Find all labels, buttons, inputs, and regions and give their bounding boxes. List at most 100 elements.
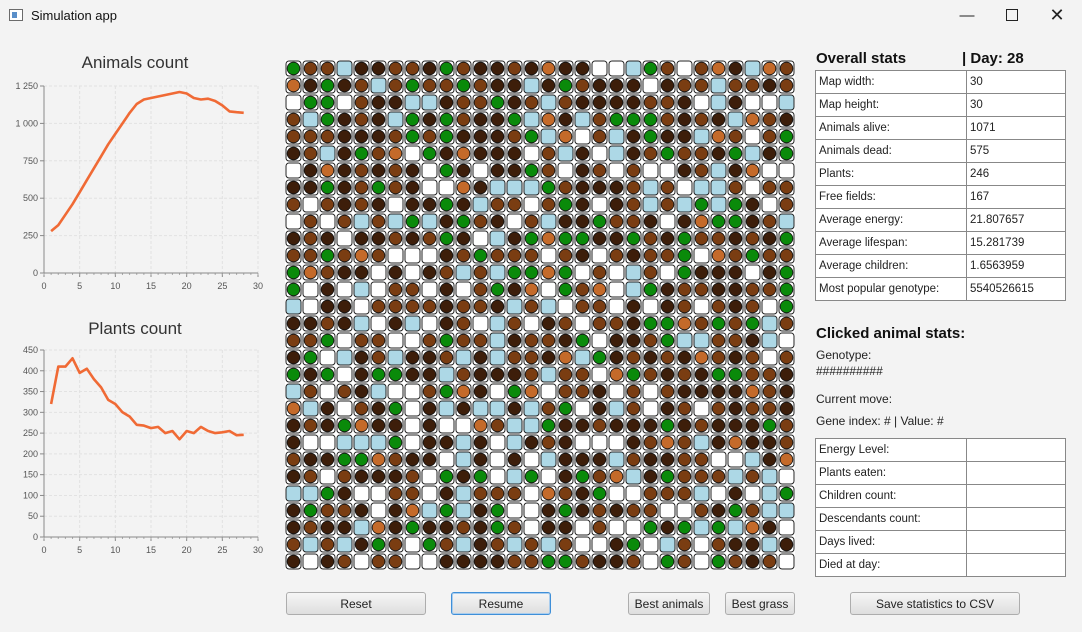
map-cell-water: [710, 94, 727, 111]
animal-marker: [388, 503, 403, 518]
animal-marker: [371, 469, 386, 484]
map-cell-empty: [285, 213, 302, 230]
plant-marker: [677, 265, 692, 280]
map-cell-water: [608, 400, 625, 417]
map-cell-water: [761, 332, 778, 349]
map-cell-empty: [540, 281, 557, 298]
map-cell-water: [472, 400, 489, 417]
plant-marker: [388, 435, 403, 450]
animal-marker: [507, 350, 522, 365]
animal-marker: [626, 316, 641, 331]
x-tick-label: 15: [146, 281, 156, 291]
simulation-map[interactable]: [285, 60, 795, 570]
animal-marker: [422, 418, 437, 433]
animal-marker: [592, 78, 607, 93]
animal-marker: [677, 537, 692, 552]
animal-marker: [558, 180, 573, 195]
overall-stat-row: Plants: 246: [815, 162, 1066, 186]
animal-marker: [524, 248, 539, 263]
map-cell-empty: [557, 298, 574, 315]
animal-marker: [626, 197, 641, 212]
map-cell-empty: [659, 162, 676, 179]
animal-marker: [592, 384, 607, 399]
map-cell-water: [319, 145, 336, 162]
animal-marker: [609, 503, 624, 518]
animal-marker: [405, 350, 420, 365]
best-grass-button[interactable]: Best grass: [725, 592, 795, 615]
animal-marker: [575, 367, 590, 382]
animal-marker: [524, 95, 539, 110]
animal-marker: [779, 384, 794, 399]
best-animals-button[interactable]: Best animals: [628, 592, 710, 615]
animal-marker: [609, 78, 624, 93]
animal-marker: [711, 299, 726, 314]
animal-marker: [490, 146, 505, 161]
animal-marker: [388, 282, 403, 297]
animal-marker: [694, 61, 709, 76]
minimize-icon[interactable]: —: [959, 6, 975, 24]
map-cell-empty: [591, 60, 608, 77]
resume-button[interactable]: Resume: [451, 592, 551, 615]
map-cell-empty: [489, 451, 506, 468]
animal-marker: [779, 537, 794, 552]
plant-marker: [439, 112, 454, 127]
map-cell-empty: [387, 196, 404, 213]
map-cell-water: [506, 298, 523, 315]
map-cell-water: [778, 213, 795, 230]
animal-marker: [286, 146, 301, 161]
animal-marker: [541, 146, 556, 161]
map-cell-empty: [404, 264, 421, 281]
plant-marker: [728, 146, 743, 161]
animal-marker: [388, 163, 403, 178]
plant-marker: [677, 520, 692, 535]
animal-marker: [320, 61, 335, 76]
animal-marker: [337, 146, 352, 161]
clicked-stat-key: Descendants count:: [815, 507, 967, 531]
animal-marker: [728, 401, 743, 416]
clicked-stat-row: Days lived:: [815, 530, 1066, 554]
animal-marker: [677, 214, 692, 229]
map-cell-empty: [693, 536, 710, 553]
animal-marker: [473, 129, 488, 144]
map-cell-empty: [608, 434, 625, 451]
map-cell-empty: [438, 179, 455, 196]
animal-marker: [303, 418, 318, 433]
animal-marker: [371, 61, 386, 76]
map-cell-empty: [438, 417, 455, 434]
save-statistics-button[interactable]: Save statistics to CSV: [850, 592, 1020, 615]
animal-marker: [320, 197, 335, 212]
animal-marker: [354, 78, 369, 93]
animal-marker: [354, 333, 369, 348]
animal-marker: [354, 401, 369, 416]
animal-marker: [320, 316, 335, 331]
close-icon[interactable]: ✕: [1049, 4, 1065, 25]
animal-marker: [337, 299, 352, 314]
animal-marker: [728, 537, 743, 552]
plant-marker: [354, 452, 369, 467]
map-cell-empty: [642, 536, 659, 553]
overall-stat-key: Plants:: [815, 162, 967, 186]
map-cell-water: [336, 349, 353, 366]
map-cell-empty: [421, 162, 438, 179]
plant-marker: [405, 112, 420, 127]
animal-marker: [456, 333, 471, 348]
animal-marker: [677, 95, 692, 110]
animal-marker: [643, 418, 658, 433]
map-cell-empty: [744, 179, 761, 196]
map-cell-empty: [421, 281, 438, 298]
animal-marker: [575, 486, 590, 501]
plant-marker: [558, 197, 573, 212]
animal-marker: [677, 299, 692, 314]
map-cell-water: [710, 179, 727, 196]
animal-marker: [507, 333, 522, 348]
map-cell-water: [489, 179, 506, 196]
animal-marker: [728, 350, 743, 365]
animal-marker: [592, 231, 607, 246]
animal-marker: [320, 452, 335, 467]
animal-marker: [439, 554, 454, 569]
map-cell-water: [540, 128, 557, 145]
reset-button[interactable]: Reset: [286, 592, 426, 615]
maximize-icon[interactable]: [989, 0, 1035, 30]
animal-marker: [626, 401, 641, 416]
plants-count-chart: 0 50 100 150 200 250 300 350 400 450 0 5 10 15 20 25 30: [23, 345, 263, 555]
